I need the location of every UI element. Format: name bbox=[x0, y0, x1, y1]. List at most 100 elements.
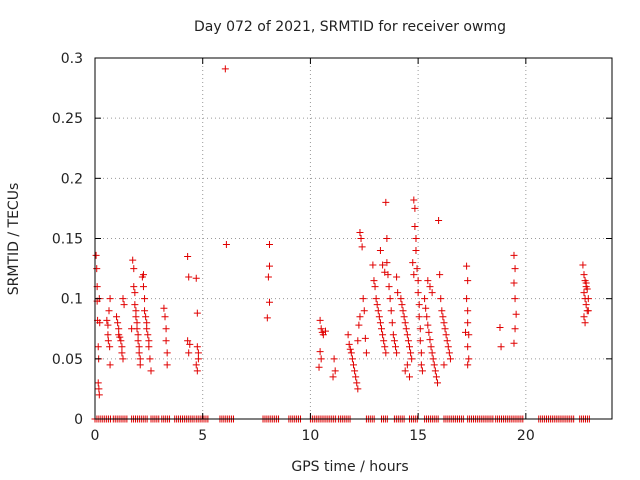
data-point bbox=[356, 313, 364, 321]
data-point bbox=[582, 279, 590, 287]
data-point bbox=[345, 340, 353, 348]
data-point bbox=[359, 295, 367, 303]
data-point bbox=[145, 343, 153, 351]
data-point bbox=[403, 361, 411, 369]
axis-tick-labels: 0 5 10 15 20 0 0.05 0.1 0.15 0.2 0.25 0.3 bbox=[52, 51, 535, 444]
data-point bbox=[315, 363, 323, 371]
data-point bbox=[346, 345, 354, 353]
data-point bbox=[317, 355, 325, 363]
data-point bbox=[129, 256, 137, 264]
data-point bbox=[426, 336, 434, 344]
data-point bbox=[374, 307, 382, 315]
data-point bbox=[222, 241, 230, 249]
data-point bbox=[408, 355, 416, 363]
data-point bbox=[582, 301, 590, 309]
data-point bbox=[193, 367, 201, 375]
data-point bbox=[134, 331, 142, 339]
data-point bbox=[142, 313, 150, 321]
data-point bbox=[424, 277, 432, 285]
data-point bbox=[430, 361, 438, 369]
data-point bbox=[464, 307, 472, 315]
data-point bbox=[163, 349, 171, 357]
data-point bbox=[462, 328, 470, 336]
data-point bbox=[423, 313, 431, 321]
data-point bbox=[428, 349, 436, 357]
data-point bbox=[511, 295, 519, 303]
data-point bbox=[463, 295, 471, 303]
x-tick-label: 20 bbox=[517, 428, 535, 444]
data-point bbox=[404, 337, 412, 345]
data-point bbox=[464, 361, 472, 369]
data-point bbox=[438, 307, 446, 315]
data-point bbox=[382, 198, 390, 206]
data-point bbox=[93, 265, 101, 273]
data-point bbox=[415, 301, 423, 309]
data-point bbox=[106, 361, 114, 369]
data-point bbox=[429, 355, 437, 363]
data-point bbox=[130, 265, 138, 273]
data-point bbox=[194, 355, 202, 363]
data-point bbox=[393, 349, 401, 357]
data-point bbox=[411, 222, 419, 230]
y-tick-label: 0.25 bbox=[52, 111, 83, 127]
data-point bbox=[114, 319, 122, 327]
data-point bbox=[439, 313, 447, 321]
data-point bbox=[92, 251, 100, 259]
data-point bbox=[398, 301, 406, 309]
data-point bbox=[131, 289, 139, 297]
data-point bbox=[579, 261, 587, 269]
data-point bbox=[316, 316, 324, 324]
data-point bbox=[358, 243, 366, 251]
data-point bbox=[135, 343, 143, 351]
data-point bbox=[317, 325, 325, 333]
data-point bbox=[418, 367, 426, 375]
data-point bbox=[113, 313, 121, 321]
data-point bbox=[463, 262, 471, 270]
data-point bbox=[116, 333, 124, 341]
data-point bbox=[580, 289, 588, 297]
data-point bbox=[369, 261, 377, 269]
data-point bbox=[375, 313, 383, 321]
data-point bbox=[412, 247, 420, 255]
data-point bbox=[160, 304, 168, 312]
y-tick-label: 0.05 bbox=[52, 352, 83, 368]
data-point bbox=[134, 337, 142, 345]
data-point bbox=[95, 385, 103, 393]
data-point bbox=[440, 319, 448, 327]
data-point bbox=[141, 295, 149, 303]
data-point bbox=[464, 277, 472, 285]
data-point bbox=[407, 349, 415, 357]
data-point bbox=[464, 319, 472, 327]
data-point bbox=[378, 325, 386, 333]
data-point bbox=[383, 259, 391, 267]
data-point bbox=[117, 337, 125, 345]
data-point bbox=[192, 274, 200, 282]
data-point bbox=[581, 319, 589, 327]
data-point bbox=[316, 348, 324, 356]
data-point bbox=[387, 307, 395, 315]
data-point bbox=[329, 373, 337, 381]
x-tick-label: 0 bbox=[91, 428, 100, 444]
data-point bbox=[511, 265, 519, 273]
data-point bbox=[434, 379, 442, 387]
data-point bbox=[118, 349, 126, 357]
data-point bbox=[424, 321, 432, 329]
data-point bbox=[193, 309, 201, 317]
data-point bbox=[410, 196, 418, 204]
data-point bbox=[355, 321, 363, 329]
data-point bbox=[221, 65, 229, 73]
data-point bbox=[442, 331, 450, 339]
data-points bbox=[92, 65, 592, 399]
data-point bbox=[465, 355, 473, 363]
data-point bbox=[584, 307, 592, 315]
data-point bbox=[356, 228, 364, 236]
data-point bbox=[414, 289, 422, 297]
data-point bbox=[380, 337, 388, 345]
data-point bbox=[162, 325, 170, 333]
data-point bbox=[357, 235, 365, 242]
data-point bbox=[386, 295, 394, 303]
data-point bbox=[344, 331, 352, 339]
data-point bbox=[104, 337, 112, 345]
data-point bbox=[580, 313, 588, 321]
